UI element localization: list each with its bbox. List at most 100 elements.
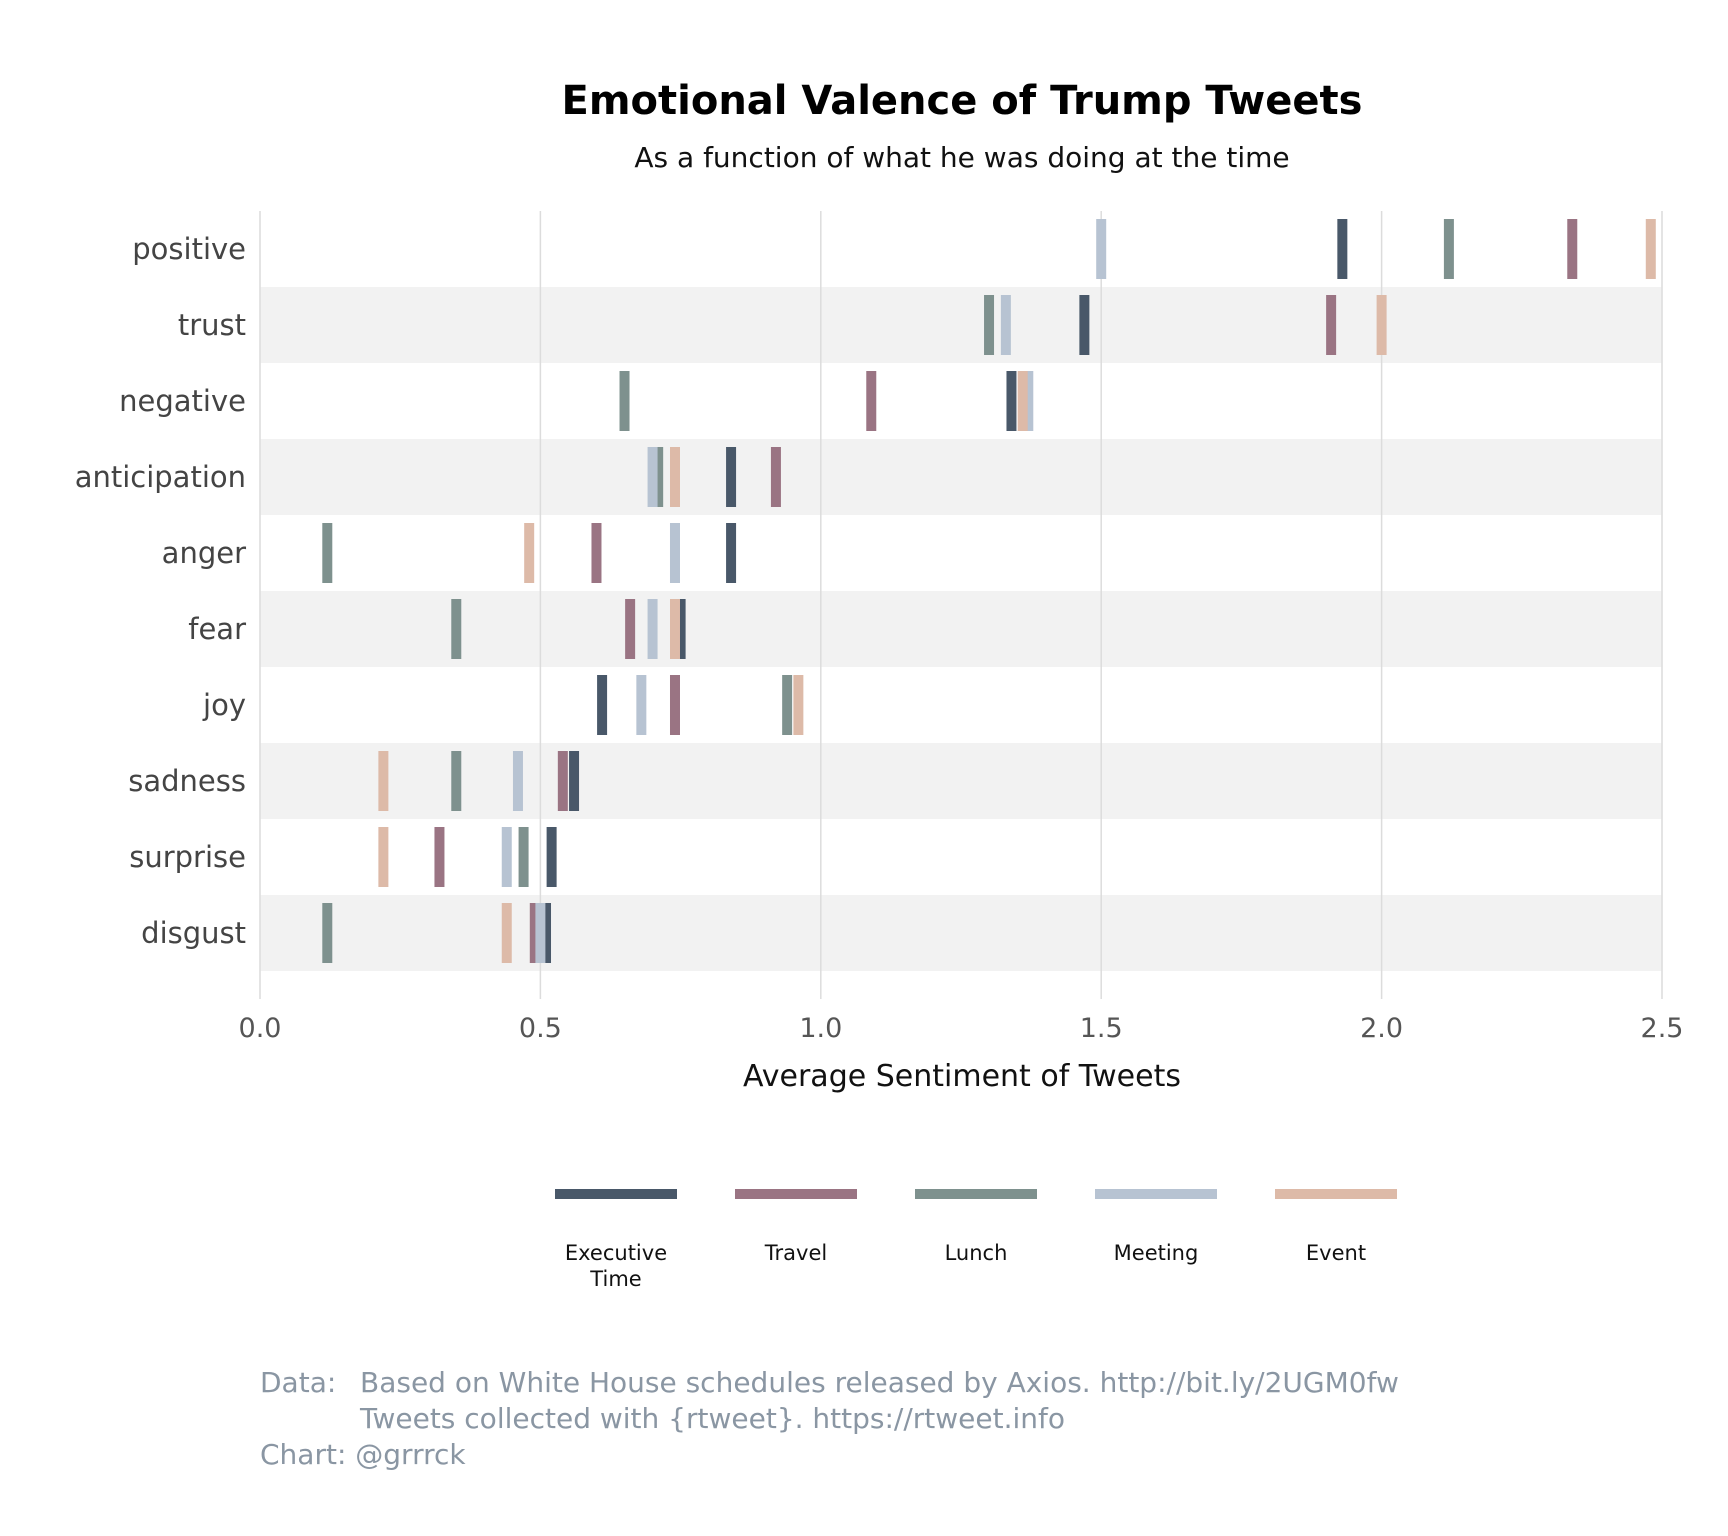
x-tick-label: 2.0 (1360, 1013, 1403, 1044)
mark-travel-sadness (557, 751, 568, 811)
category-label-fear: fear (188, 612, 246, 646)
mark-executive-time-anger (726, 523, 737, 583)
row-bands (260, 287, 1662, 971)
category-label-negative: negative (119, 384, 246, 418)
mark-travel-anger (591, 523, 602, 583)
row-band-anticipation (260, 439, 1662, 515)
x-tick-labels: 0.0 0.5 1.0 1.5 2.0 2.5 (239, 1013, 1684, 1044)
category-label-positive: positive (132, 232, 246, 266)
legend-label-meeting: Meeting (1114, 1241, 1199, 1265)
mark-travel-anticipation (770, 447, 781, 507)
mark-executive-time-sadness (569, 751, 580, 811)
category-label-anticipation: anticipation (75, 460, 246, 494)
mark-event-surprise (378, 827, 389, 887)
mark-event-sadness (378, 751, 389, 811)
mark-event-trust (1376, 295, 1387, 355)
category-label-sadness: sadness (128, 764, 246, 798)
x-tick-label: 1.5 (1080, 1013, 1123, 1044)
mark-executive-time-positive (1337, 219, 1348, 279)
mark-lunch-surprise (518, 827, 529, 887)
category-label-disgust: disgust (141, 916, 246, 950)
legend-label-executive-time: Executive (565, 1241, 667, 1265)
mark-meeting-joy (636, 675, 647, 735)
mark-meeting-sadness (512, 751, 523, 811)
legend-item-event: Event (1275, 1189, 1397, 1265)
caption-data-line-1: Based on White House schedules released … (360, 1366, 1399, 1399)
mark-meeting-anger (669, 523, 680, 583)
legend-label-travel: Travel (764, 1241, 827, 1265)
row-band-trust (260, 287, 1662, 363)
category-label-trust: trust (178, 308, 246, 342)
mark-travel-negative (866, 371, 877, 431)
legend-label-lunch: Lunch (945, 1241, 1008, 1265)
mark-lunch-negative (619, 371, 630, 431)
mark-event-anticipation (669, 447, 680, 507)
mark-travel-fear (625, 599, 636, 659)
legend-item-travel: Travel (735, 1189, 857, 1265)
mark-travel-positive (1567, 219, 1578, 279)
caption-chart-credit: Chart: @grrrck (260, 1438, 466, 1471)
legend-item-lunch: Lunch (915, 1189, 1037, 1265)
mark-event-negative (1017, 371, 1028, 431)
mark-travel-disgust (529, 903, 540, 963)
mark-meeting-fear (647, 599, 658, 659)
x-axis-title: Average Sentiment of Tweets (743, 1059, 1181, 1094)
mark-event-positive (1645, 219, 1656, 279)
mark-meeting-anticipation (647, 447, 658, 507)
legend-swatch-lunch (915, 1189, 1037, 1199)
mark-lunch-sadness (451, 751, 462, 811)
mark-meeting-disgust (535, 903, 546, 963)
legend-swatch-travel (735, 1189, 857, 1199)
mark-travel-trust (1326, 295, 1337, 355)
legend-swatch-executive-time (555, 1189, 677, 1199)
row-band-disgust (260, 895, 1662, 971)
mark-event-joy (793, 675, 804, 735)
mark-executive-time-negative (1006, 371, 1017, 431)
legend-label-executive-time: Time (589, 1267, 641, 1291)
category-label-anger: anger (162, 536, 246, 570)
category-label-joy: joy (202, 688, 246, 722)
category-labels: positive trust negative anticipation anger fe… (75, 232, 246, 950)
legend-swatch-event (1275, 1189, 1397, 1199)
data-marks (322, 219, 1656, 963)
chart-title: Emotional Valence of Trump Tweets (562, 78, 1363, 124)
mark-lunch-fear (451, 599, 462, 659)
x-tick-label: 1.0 (799, 1013, 842, 1044)
x-tick-label: 2.5 (1641, 1013, 1684, 1044)
legend-swatch-meeting (1095, 1189, 1217, 1199)
mark-executive-time-anticipation (726, 447, 737, 507)
caption-data-line-2: Tweets collected with {rtweet}. https://… (359, 1402, 1065, 1435)
mark-executive-time-surprise (546, 827, 557, 887)
row-band-fear (260, 591, 1662, 667)
mark-travel-joy (669, 675, 680, 735)
mark-lunch-trust (984, 295, 995, 355)
x-tick-label: 0.0 (239, 1013, 282, 1044)
caption-data-label: Data: (260, 1366, 336, 1399)
legend-label-event: Event (1306, 1241, 1366, 1265)
mark-meeting-surprise (501, 827, 512, 887)
mark-lunch-anticipation (653, 447, 664, 507)
mark-executive-time-fear (675, 599, 686, 659)
row-band-sadness (260, 743, 1662, 819)
mark-event-anger (524, 523, 535, 583)
category-label-surprise: surprise (129, 840, 246, 874)
mark-meeting-positive (1096, 219, 1107, 279)
mark-lunch-disgust (322, 903, 333, 963)
mark-lunch-joy (782, 675, 793, 735)
caption: Data: Based on White House schedules rel… (260, 1366, 1399, 1471)
legend-item-meeting: Meeting (1095, 1189, 1217, 1265)
mark-meeting-trust (1000, 295, 1011, 355)
mark-event-disgust (501, 903, 512, 963)
mark-travel-surprise (434, 827, 445, 887)
mark-meeting-negative (1023, 371, 1034, 431)
mark-lunch-positive (1443, 219, 1454, 279)
mark-executive-time-disgust (541, 903, 552, 963)
mark-lunch-anger (322, 523, 333, 583)
mark-executive-time-trust (1079, 295, 1090, 355)
mark-event-fear (669, 599, 680, 659)
x-tick-label: 0.5 (519, 1013, 562, 1044)
mark-executive-time-joy (597, 675, 608, 735)
